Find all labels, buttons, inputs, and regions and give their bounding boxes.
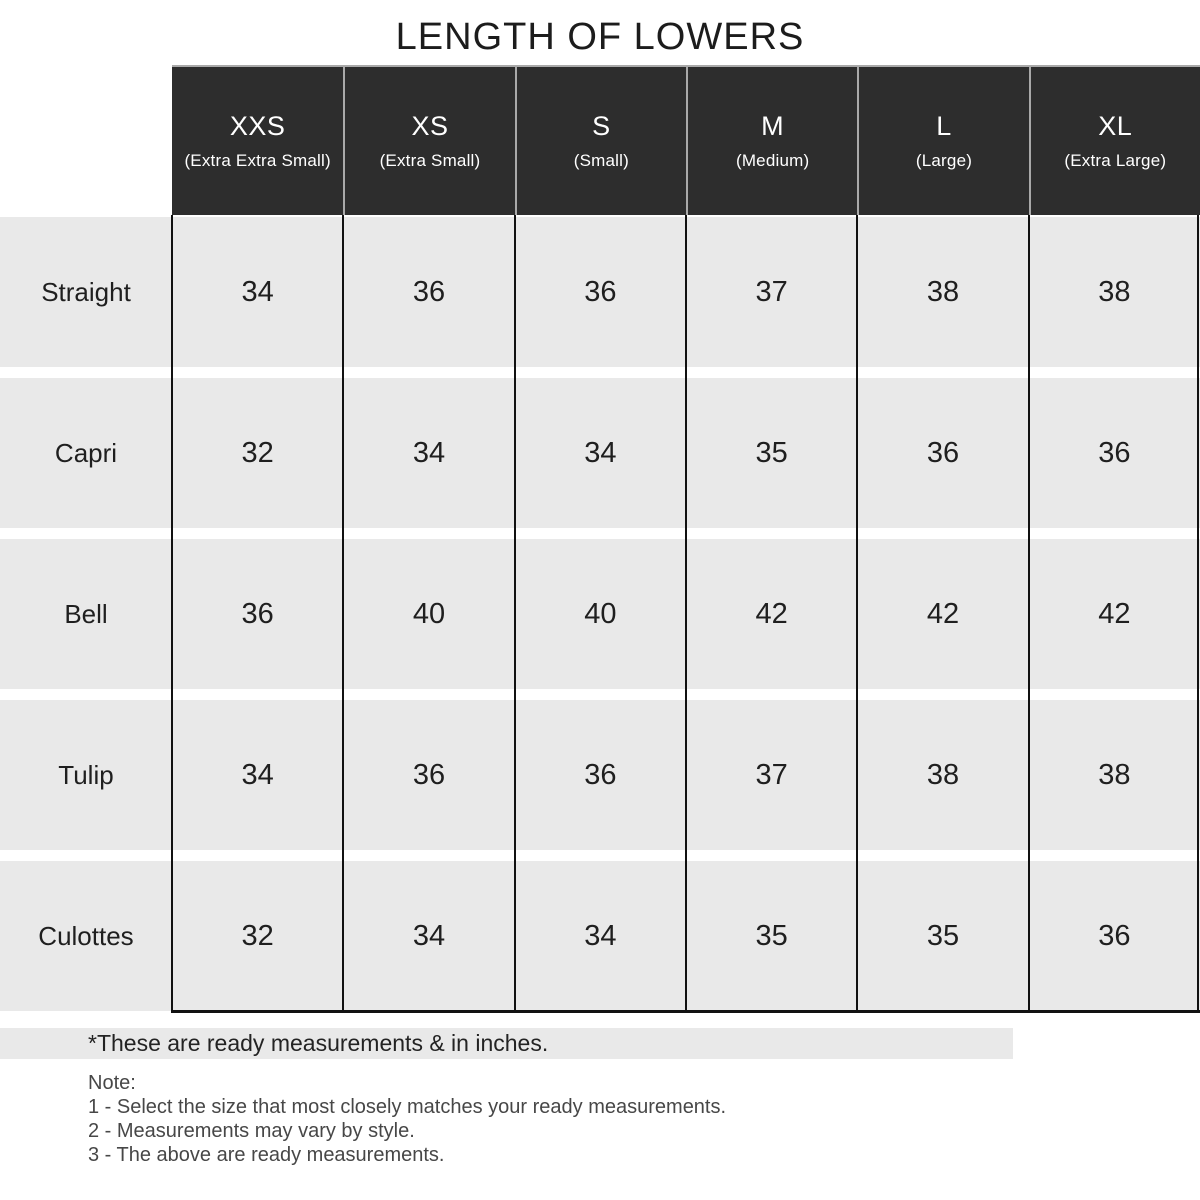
note-item: 2 - Measurements may vary by style.: [88, 1120, 415, 1142]
footnote-text: *These are ready measurements & in inche…: [88, 1030, 549, 1056]
column-header-xl: XL (Extra Large): [1028, 65, 1200, 215]
table-row: Capri 32 34 34 35 36 36: [0, 378, 1200, 528]
page-title: LENGTH OF LOWERS: [395, 16, 805, 58]
table-row: Bell 36 40 40 42 42 42: [0, 539, 1200, 689]
measurement-cell: 35: [685, 861, 858, 1011]
row-label: Capri: [0, 378, 172, 528]
measurement-cell: 37: [685, 700, 858, 850]
measurement-cell: 42: [1028, 539, 1200, 689]
column-divider: [1028, 215, 1030, 1010]
column-header-m: M (Medium): [685, 65, 858, 215]
measurement-cell: 38: [1028, 700, 1200, 850]
measurement-cell: 34: [343, 861, 515, 1011]
measurement-cell: 34: [514, 861, 686, 1011]
table-header: XXS (Extra Extra Small) XS (Extra Small) S (S…: [0, 65, 1200, 215]
header-corner-cell: [0, 65, 172, 215]
measurement-cell: 40: [343, 539, 515, 689]
measurement-cell: 42: [685, 539, 858, 689]
note-item: 3 - The above are ready measurements.: [88, 1144, 445, 1166]
size-code: M: [761, 111, 785, 141]
row-label: Straight: [0, 217, 172, 367]
column-header-xxs: XXS (Extra Extra Small): [172, 65, 344, 215]
size-full-name: (Extra Small): [379, 151, 481, 170]
notes-heading: Note:: [88, 1072, 136, 1094]
measurement-cell: 40: [514, 539, 686, 689]
size-full-name: (Small): [573, 151, 629, 170]
measurement-cell: 36: [514, 700, 686, 850]
measurement-cell: 35: [857, 861, 1029, 1011]
measurement-cell: 42: [857, 539, 1029, 689]
size-code: XS: [411, 111, 449, 141]
footnote-strip: *These are ready measurements & in inche…: [0, 1028, 1013, 1059]
measurement-cell: 38: [857, 700, 1029, 850]
measurement-cell: 36: [343, 700, 515, 850]
row-label: Culottes: [0, 861, 172, 1011]
column-header-s: S (Small): [514, 65, 686, 215]
size-full-name: (Large): [915, 151, 973, 170]
notes-block: Note: 1 - Select the size that most clos…: [88, 1071, 726, 1167]
measurement-cell: 32: [172, 861, 344, 1011]
measurement-cell: 38: [1028, 217, 1200, 367]
table-row: Straight 34 36 36 37 38 38: [0, 217, 1200, 367]
column-divider: [685, 215, 687, 1010]
column-divider: [171, 215, 173, 1010]
measurement-cell: 35: [685, 378, 858, 528]
size-code: XXS: [229, 111, 286, 141]
measurement-cell: 36: [172, 539, 344, 689]
row-label: Tulip: [0, 700, 172, 850]
size-full-name: (Extra Extra Small): [184, 151, 331, 170]
measurement-cell: 32: [172, 378, 344, 528]
measurement-cell: 36: [514, 217, 686, 367]
size-full-name: (Extra Large): [1064, 151, 1167, 170]
measurement-cell: 34: [343, 378, 515, 528]
column-header-xs: XS (Extra Small): [343, 65, 515, 215]
table-row: Tulip 34 36 36 37 38 38: [0, 700, 1200, 850]
size-full-name: (Medium): [735, 151, 810, 170]
size-code: XL: [1098, 111, 1133, 141]
measurement-cell: 36: [1028, 861, 1200, 1011]
table-bottom-border: [171, 1010, 1200, 1013]
column-divider: [856, 215, 858, 1010]
measurement-cell: 38: [857, 217, 1029, 367]
table-right-border: [1197, 215, 1199, 1010]
measurement-cell: 36: [1028, 378, 1200, 528]
measurement-cell: 34: [172, 217, 344, 367]
measurement-cell: 34: [172, 700, 344, 850]
column-divider: [342, 215, 344, 1010]
note-item: 1 - Select the size that most closely ma…: [88, 1096, 727, 1118]
measurement-cell: 36: [343, 217, 515, 367]
measurement-cell: 34: [514, 378, 686, 528]
column-header-l: L (Large): [857, 65, 1029, 215]
table-body: Straight 34 36 36 37 38 38 Capri 32 34 34 35 36 36 Bel…: [0, 217, 1200, 1011]
size-code: S: [592, 111, 611, 141]
measurement-cell: 36: [857, 378, 1029, 528]
measurement-cell: 37: [685, 217, 858, 367]
table-row: Culottes 32 34 34 35 35 36: [0, 861, 1200, 1011]
size-code: L: [936, 111, 952, 141]
row-label: Bell: [0, 539, 172, 689]
column-divider: [514, 215, 516, 1010]
